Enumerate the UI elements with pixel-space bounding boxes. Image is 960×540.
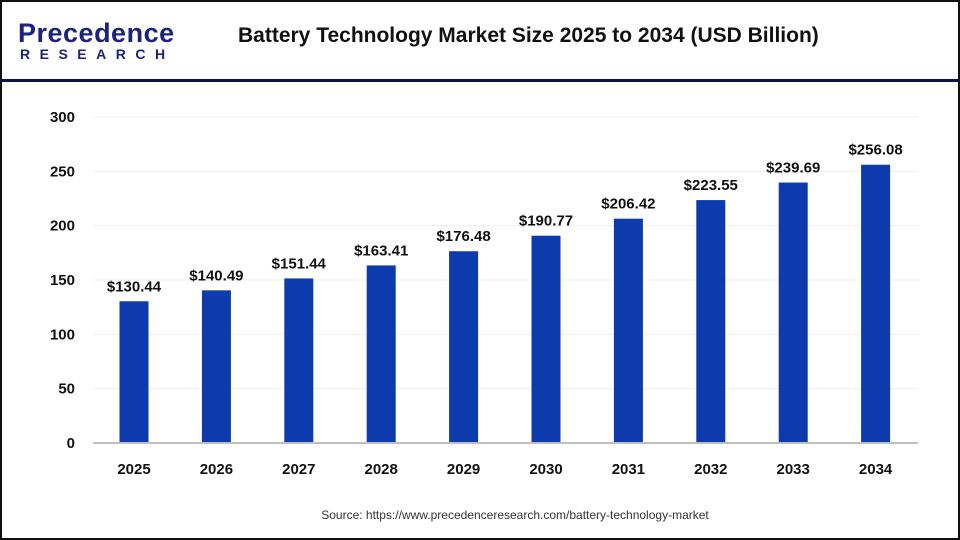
- x-tick-label: 2026: [200, 461, 233, 478]
- data-label: $239.69: [766, 160, 820, 177]
- header-divider: [0, 79, 960, 82]
- data-label: $151.44: [272, 255, 327, 272]
- y-tick-label: 150: [50, 272, 75, 289]
- x-tick-label: 2027: [282, 461, 315, 478]
- x-tick-label: 2033: [777, 461, 810, 478]
- x-tick-label: 2030: [529, 461, 562, 478]
- chart-title: Battery Technology Market Size 2025 to 2…: [238, 24, 819, 47]
- bar-2031: [613, 218, 643, 443]
- data-label: $190.77: [519, 213, 573, 230]
- data-label: $140.49: [189, 267, 243, 284]
- x-tick-label: 2025: [117, 461, 150, 478]
- bar-2025: [119, 301, 149, 443]
- x-tick-label: 2028: [365, 461, 398, 478]
- x-tick-label: 2034: [859, 461, 893, 478]
- x-tick-label: 2029: [447, 461, 480, 478]
- source-text: Source: https://www.precedenceresearch.c…: [321, 508, 709, 522]
- data-label: $163.41: [354, 242, 408, 259]
- bar-2027: [284, 278, 314, 443]
- bar-2030: [531, 235, 561, 443]
- data-label: $130.44: [107, 278, 162, 295]
- y-tick-label: 200: [50, 218, 75, 235]
- data-label: $256.08: [848, 142, 902, 159]
- bar-2029: [449, 251, 479, 443]
- logo-bottom-text: RESEARCH: [20, 46, 175, 62]
- bar-2028: [366, 265, 396, 443]
- y-tick-label: 300: [50, 109, 75, 126]
- x-tick-label: 2031: [612, 461, 645, 478]
- data-label: $206.42: [601, 196, 655, 213]
- y-tick-label: 0: [67, 435, 75, 452]
- bar-2033: [778, 182, 808, 443]
- data-label: $223.55: [684, 177, 738, 194]
- y-tick-label: 100: [50, 326, 75, 343]
- precedence-research-logo: Precedence RESEARCH: [18, 18, 175, 62]
- bar-2026: [201, 290, 231, 443]
- data-label: $176.48: [436, 228, 490, 245]
- y-tick-label: 250: [50, 163, 75, 180]
- bar-2032: [696, 200, 726, 443]
- bar-2034: [861, 164, 891, 444]
- y-tick-label: 50: [58, 381, 75, 398]
- x-tick-label: 2032: [694, 461, 727, 478]
- logo-top-text: Precedence: [18, 18, 175, 48]
